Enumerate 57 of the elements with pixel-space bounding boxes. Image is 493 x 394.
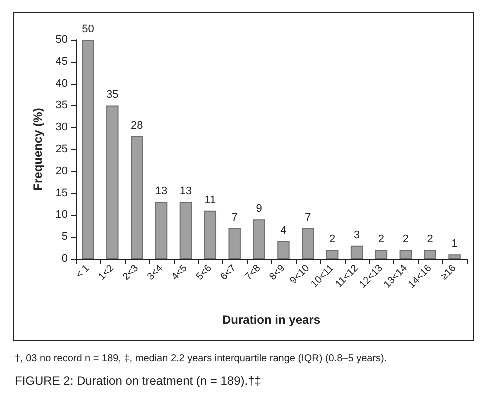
data-label: 50: [82, 24, 94, 36]
x-tick-label: 1<2: [96, 262, 117, 283]
bar: [204, 210, 217, 259]
data-label: 4: [280, 224, 287, 237]
bar: [448, 254, 461, 259]
data-label: 2: [330, 234, 336, 246]
bar: [375, 250, 388, 259]
bar: [400, 250, 412, 259]
y-tick-label: 40: [56, 78, 68, 90]
y-tick-label: 50: [56, 34, 68, 46]
x-axis-title: Duration in years: [222, 313, 321, 327]
y-tick-label: 15: [56, 187, 68, 200]
bar: [155, 202, 168, 259]
x-tick-label: ≥16: [439, 262, 459, 283]
bar: [326, 250, 339, 259]
y-tick-label: 30: [56, 122, 68, 134]
x-tick-label: 7<8: [243, 262, 264, 283]
y-axis-title: Frequency (%): [31, 108, 45, 191]
data-label: 13: [180, 186, 192, 198]
data-label: 35: [106, 89, 119, 102]
x-tick-label: 2<3: [121, 262, 142, 283]
bar: [302, 228, 314, 259]
data-label: 2: [427, 234, 434, 246]
y-tick-label: 0: [62, 253, 68, 265]
data-label: 11: [204, 194, 216, 206]
bar: [106, 106, 119, 259]
data-label: 7: [305, 212, 312, 224]
bar: [253, 220, 266, 259]
data-label: 28: [130, 120, 144, 132]
x-tick-label: 4<5: [170, 262, 190, 283]
x-tick-label: 5<6: [194, 262, 215, 283]
data-label: 3: [354, 229, 360, 242]
x-tick-label: 8<9: [268, 262, 288, 283]
x-tick-label: < 1: [74, 262, 92, 281]
data-label: 7: [232, 212, 238, 224]
y-tick-label: 5: [62, 231, 68, 244]
y-tick-label: 20: [56, 165, 68, 178]
y-tick-label: 35: [56, 100, 68, 112]
bar: [180, 202, 192, 259]
bar: [278, 241, 290, 259]
x-tick-label: 3<4: [146, 262, 166, 283]
text: †, 03 no record n = 189, ‡, median 2.2 years interquartile range (IQR) (0.8–5 years).: [15, 354, 388, 364]
data-label: 2: [402, 234, 409, 246]
data-label: 1: [452, 238, 458, 250]
bar: [350, 246, 364, 259]
data-label: 13: [155, 186, 168, 198]
y-tick-label: 10: [56, 209, 68, 222]
data-label: 2: [378, 234, 385, 246]
bar: [82, 40, 94, 259]
text: FIGURE 2: Duration on treatment (n = 189).†‡: [15, 374, 262, 388]
x-tick-label: 6<7: [218, 262, 240, 283]
data-label: 9: [256, 203, 262, 216]
bar: [130, 136, 144, 259]
bar: [228, 228, 241, 259]
y-tick-label: 45: [56, 56, 68, 68]
y-tick-label: 25: [56, 144, 68, 156]
bar: [424, 250, 436, 259]
